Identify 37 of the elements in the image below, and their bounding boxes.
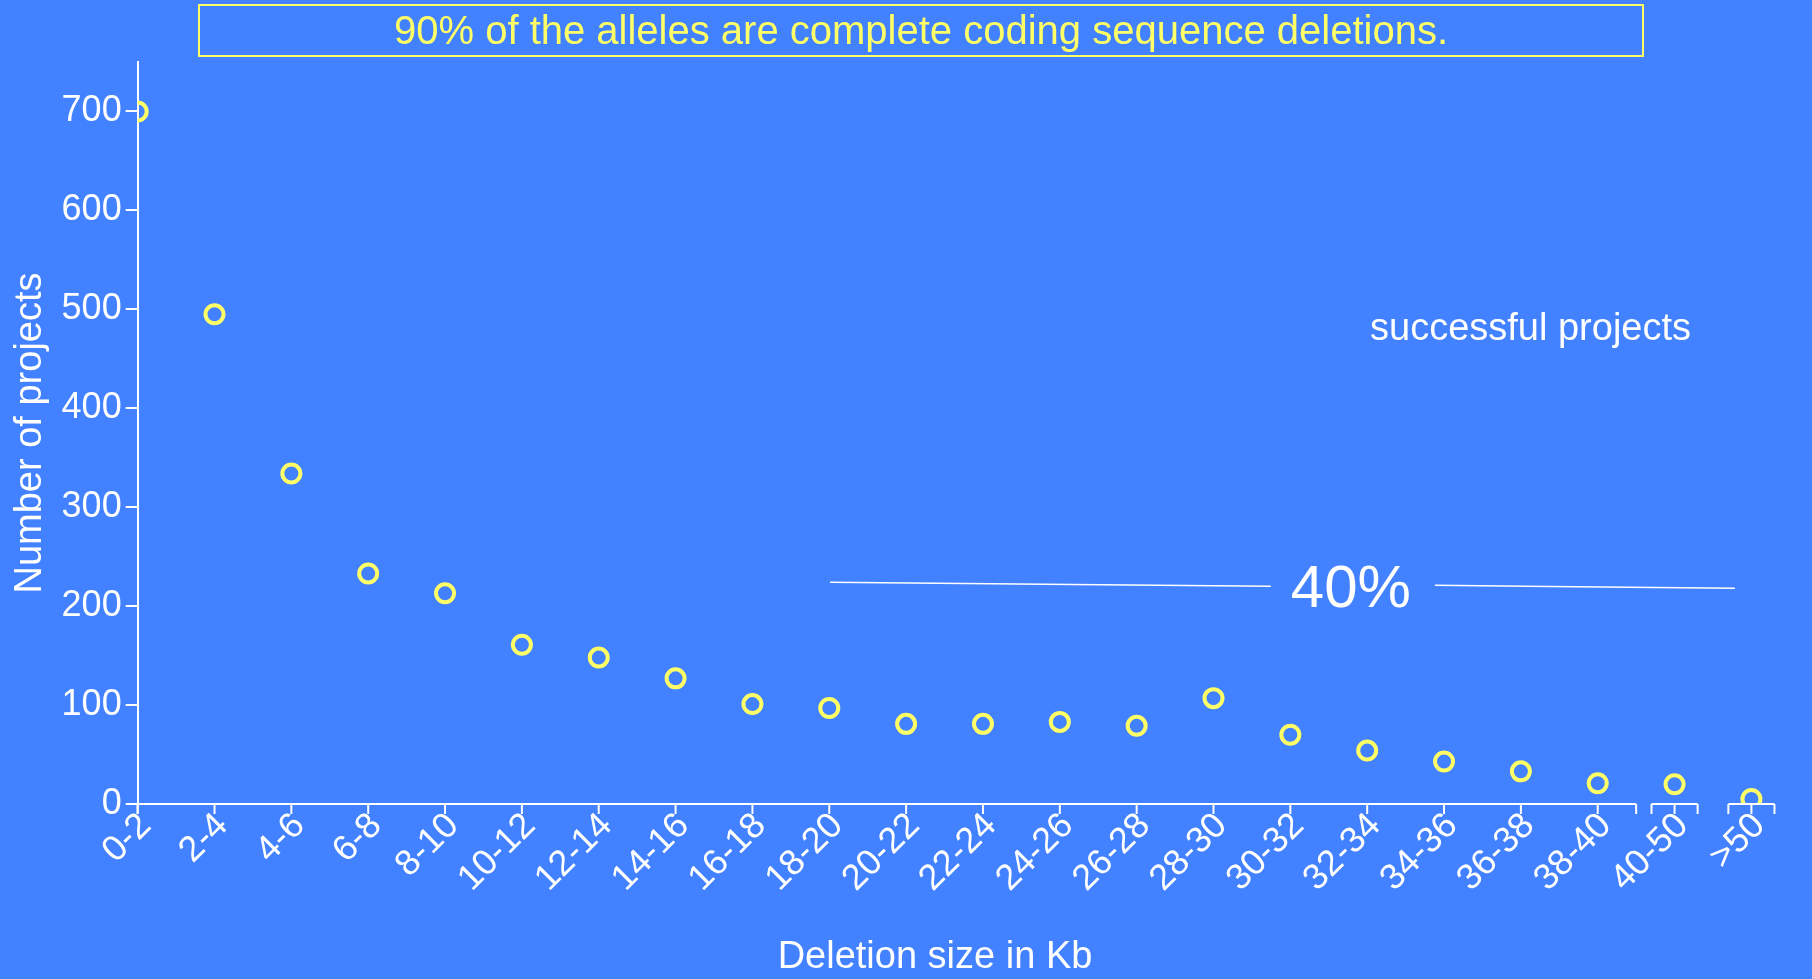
x-tick-label: 6-8: [323, 803, 389, 870]
y-tick-label: 300: [61, 484, 122, 526]
point: [741, 693, 764, 716]
x-tick-label: 4-6: [246, 803, 313, 870]
point: [971, 712, 994, 735]
y-tick-label: 200: [61, 583, 122, 625]
x-tick-label: 2-4: [169, 803, 236, 870]
point: [510, 633, 533, 656]
chart-title: 90% of the alleles are complete coding sequence deletions.: [198, 4, 1644, 57]
annotation: successful projects: [1370, 305, 1692, 348]
y-tick-label: 600: [61, 187, 122, 229]
y-tick-label: 100: [61, 681, 122, 723]
point: [434, 582, 457, 605]
point: [1048, 710, 1071, 733]
point: [664, 667, 687, 690]
x-tick-label: >50: [1699, 803, 1773, 876]
point: [203, 303, 226, 326]
y-axis-title: Number of projects: [7, 272, 50, 594]
point: [357, 562, 380, 585]
point: [895, 712, 918, 735]
y-tick-label: 0: [101, 780, 122, 822]
point: [1125, 714, 1148, 737]
x-axis-title: Deletion size in Kb: [777, 934, 1093, 977]
point: [1433, 750, 1456, 773]
point: [1663, 773, 1686, 796]
point: [587, 646, 610, 669]
point: [280, 462, 303, 485]
y-tick-label: 700: [61, 88, 122, 130]
annotation: 40%: [1290, 552, 1411, 620]
point: [1586, 772, 1609, 795]
point: [1356, 739, 1379, 762]
point: [818, 697, 841, 720]
point: [1509, 760, 1532, 783]
point: [1202, 687, 1225, 710]
point: [1279, 723, 1302, 746]
y-tick-label: 500: [61, 286, 122, 328]
y-tick-label: 400: [61, 385, 122, 427]
